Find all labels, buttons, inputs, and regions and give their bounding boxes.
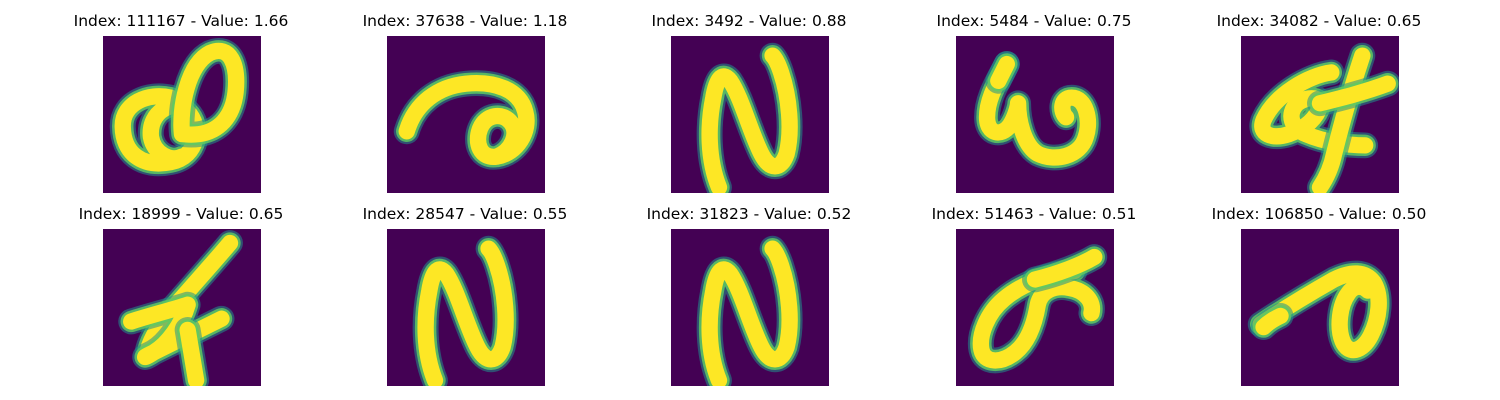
panel-index: 51463	[984, 205, 1034, 223]
panel-title: Index: 5484 - Value: 0.75	[936, 12, 1132, 30]
handwritten-stroke	[701, 240, 798, 386]
handwritten-stroke	[1252, 265, 1387, 359]
panel-index: 18999	[131, 205, 181, 223]
handwritten-stroke	[173, 42, 245, 143]
panel-index: 37638	[415, 12, 465, 30]
panel-value: 0.55	[532, 205, 568, 223]
handwritten-stroke	[972, 262, 1101, 369]
panel-value: 0.50	[1391, 205, 1427, 223]
digit-image	[671, 36, 829, 193]
panel-index: 28547	[415, 205, 465, 223]
handwritten-stroke	[1311, 47, 1371, 193]
panel-index: 31823	[699, 205, 749, 223]
handwritten-stroke	[1311, 75, 1396, 112]
handwritten-stroke	[1026, 248, 1103, 288]
sample-panel-4: Index: 5484 - Value: 0.75	[914, 11, 1154, 201]
sample-panel-7: Index: 28547 - Value: 0.55	[345, 204, 585, 394]
panel-title: Index: 51463 - Value: 0.51	[931, 205, 1137, 223]
panel-title: Index: 18999 - Value: 0.65	[78, 205, 284, 223]
sample-panel-6: Index: 18999 - Value: 0.65	[61, 204, 301, 394]
sample-panel-10: Index: 106850 - Value: 0.50	[1199, 204, 1439, 394]
handwritten-stroke	[123, 296, 230, 366]
digit-image	[956, 229, 1114, 386]
sample-panel-8: Index: 31823 - Value: 0.52	[629, 204, 869, 394]
panel-value: 0.65	[248, 205, 284, 223]
panel-title: Index: 28547 - Value: 0.55	[362, 205, 568, 223]
digit-image	[387, 229, 545, 386]
panel-index: 106850	[1264, 205, 1324, 223]
handwritten-stroke	[398, 75, 535, 165]
digit-image	[103, 36, 261, 193]
panel-title: Index: 34082 - Value: 0.65	[1216, 12, 1422, 30]
panel-title: Index: 37638 - Value: 1.18	[362, 12, 568, 30]
sample-panel-2: Index: 37638 - Value: 1.18	[345, 11, 585, 201]
handwritten-stroke	[1255, 307, 1289, 336]
panel-title: Index: 3492 - Value: 0.88	[651, 12, 847, 30]
panel-index: 111167	[126, 12, 186, 30]
sample-panel-9: Index: 51463 - Value: 0.51	[914, 204, 1154, 394]
handwritten-stroke	[978, 55, 1097, 166]
panel-value: 0.65	[1386, 12, 1422, 30]
digit-image	[956, 36, 1114, 193]
panel-value: 1.66	[253, 12, 289, 30]
handwritten-stroke	[701, 47, 798, 193]
panel-title: Index: 111167 - Value: 1.66	[73, 12, 289, 30]
panel-value: 0.75	[1096, 12, 1132, 30]
panel-value: 0.51	[1101, 205, 1137, 223]
sample-panel-5: Index: 34082 - Value: 0.65	[1199, 11, 1439, 201]
panel-index: 3492	[704, 12, 744, 30]
panel-value: 0.52	[816, 205, 852, 223]
sample-panel-3: Index: 3492 - Value: 0.88	[629, 11, 869, 201]
handwritten-stroke	[417, 240, 514, 386]
panel-value: 0.88	[811, 12, 847, 30]
digit-image	[1241, 36, 1399, 193]
panel-index: 5484	[989, 12, 1029, 30]
digit-image	[1241, 229, 1399, 386]
handwritten-stroke	[179, 321, 205, 386]
panel-value: 1.18	[532, 12, 568, 30]
digit-image	[387, 36, 545, 193]
panel-title: Index: 31823 - Value: 0.52	[646, 205, 852, 223]
digit-image	[103, 229, 261, 386]
panel-index: 34082	[1269, 12, 1319, 30]
sample-panel-1: Index: 111167 - Value: 1.66	[61, 11, 301, 201]
panel-title: Index: 106850 - Value: 0.50	[1211, 205, 1427, 223]
handwritten-stroke	[990, 55, 1015, 89]
digit-image	[671, 229, 829, 386]
